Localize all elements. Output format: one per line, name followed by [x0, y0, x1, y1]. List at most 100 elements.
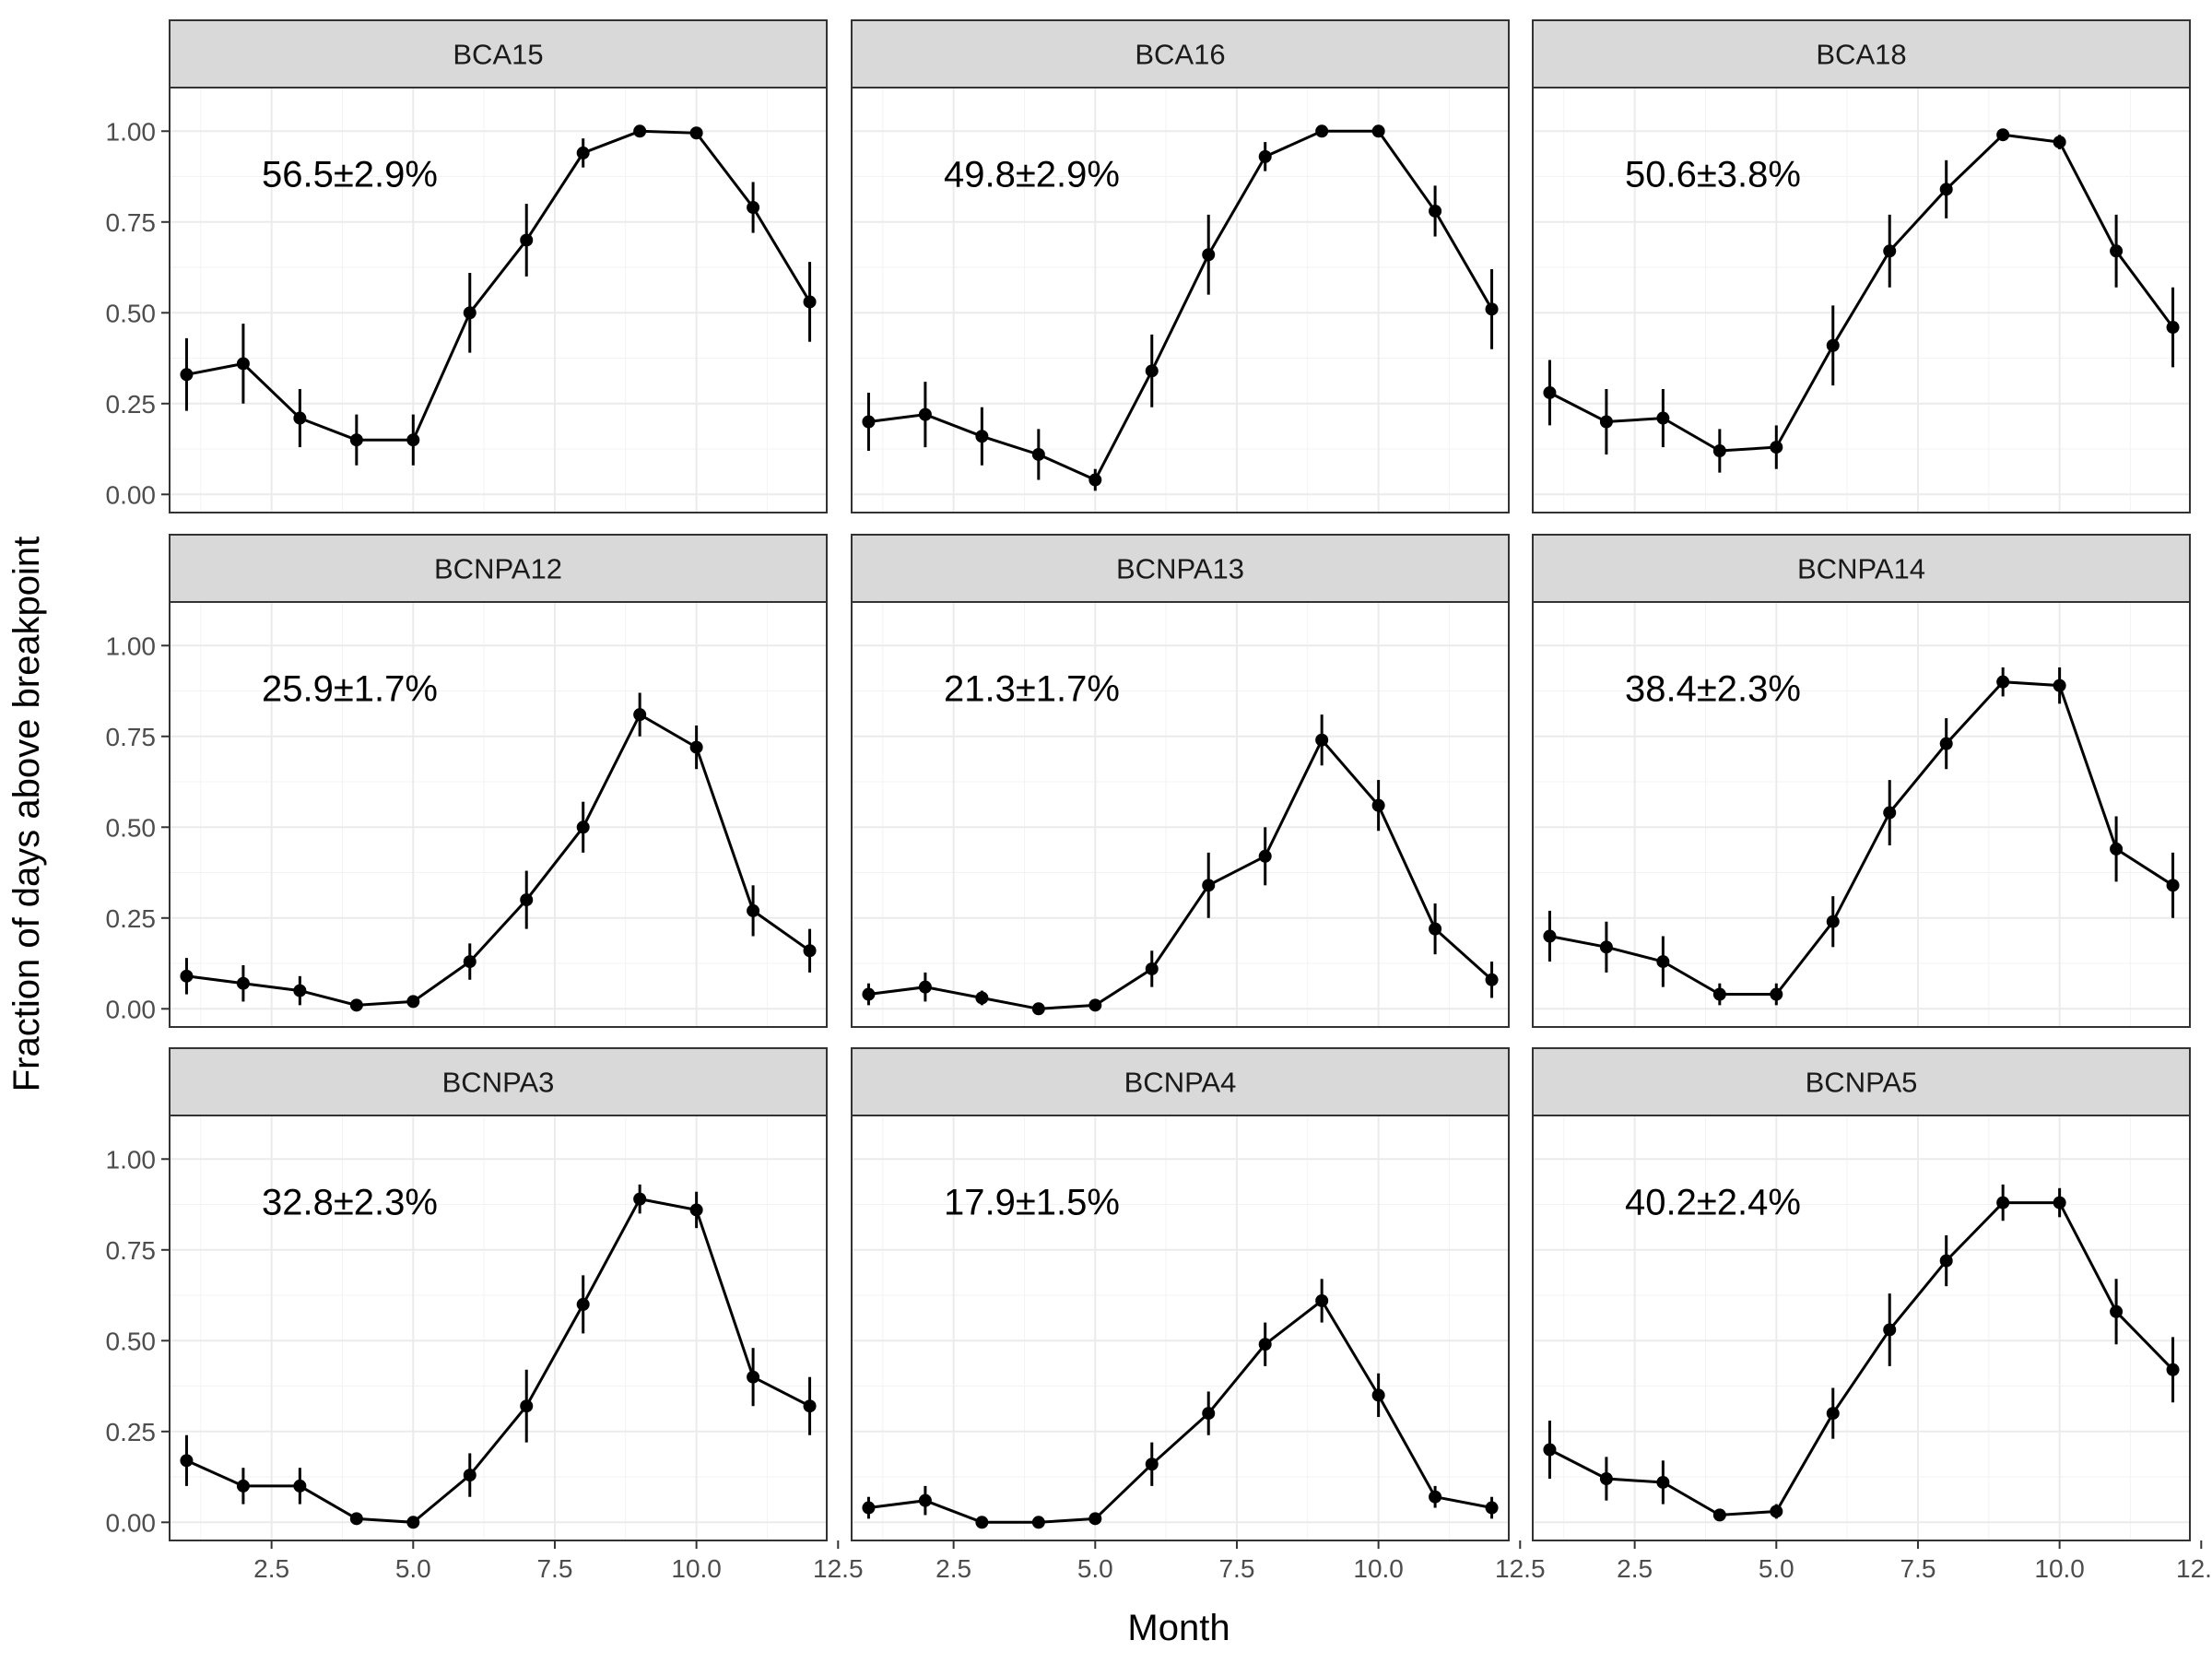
facet-panel: BCNPA5 40.2±2.4% 2.5 5.0 7.5 10.0 12.5: [1532, 1047, 2212, 1583]
data-point: [1599, 415, 1613, 429]
y-tick-label: 1.00: [106, 1145, 157, 1174]
panel-annotation: 50.6±3.8%: [1625, 154, 1801, 195]
data-point: [1826, 915, 1840, 928]
facet-panel: BCA16 49.8±2.9%: [851, 19, 1510, 513]
facet-strip: [1532, 534, 2191, 603]
y-tick-label: 0.00: [106, 480, 157, 509]
y-tick-label: 0.50: [106, 813, 157, 842]
facet-strip-label: BCNPA5: [1806, 1067, 1918, 1099]
facet-panel: BCNPA12 25.9±1.7% 0.00 0.25 0.50 0.75 1.00: [106, 534, 828, 1028]
data-point: [1371, 798, 1385, 812]
data-point: [803, 944, 817, 958]
plot-background: [852, 1115, 1509, 1540]
y-tick-label: 0.50: [106, 299, 157, 327]
x-tick-label: 7.5: [1218, 1554, 1254, 1583]
facet-strip: [1532, 19, 2191, 89]
data-point: [293, 984, 307, 997]
y-tick-label: 0.00: [106, 1508, 157, 1537]
data-point: [180, 368, 194, 382]
data-point: [1826, 1407, 1840, 1421]
data-point: [1202, 879, 1216, 892]
data-point: [1939, 1254, 1953, 1268]
data-point: [520, 893, 534, 907]
y-tick-label: 0.25: [106, 390, 157, 419]
data-point: [1145, 1457, 1159, 1471]
series-line: [1548, 1201, 2174, 1516]
data-point: [293, 411, 307, 425]
y-tick-label: 1.00: [106, 117, 157, 146]
data-point: [1485, 302, 1499, 316]
series-line: [1549, 680, 2174, 996]
facet-panel: BCNPA13 21.3±1.7%: [851, 534, 1510, 1028]
data-point: [1485, 973, 1499, 986]
data-point: [1258, 849, 1272, 863]
data-point: [576, 1297, 590, 1311]
data-point: [1712, 1508, 1726, 1522]
x-tick-label: 5.0: [1077, 1554, 1113, 1583]
data-point: [747, 1370, 760, 1384]
data-point: [633, 124, 647, 138]
data-point: [975, 1516, 989, 1529]
series-line: [868, 129, 1493, 482]
data-point: [1145, 364, 1159, 378]
facet-strip: [169, 534, 828, 603]
data-point: [406, 1516, 420, 1529]
data-point: [1315, 733, 1329, 747]
series-line: [186, 713, 811, 1007]
data-point: [1599, 1472, 1613, 1486]
panel-border: [169, 87, 828, 513]
data-point: [1712, 987, 1726, 1001]
x-tick-label: 10.0: [671, 1554, 722, 1583]
data-point: [747, 201, 760, 215]
facet-panel: BCA18 50.6±3.8%: [1532, 19, 2191, 513]
data-point: [1202, 1407, 1216, 1421]
data-point: [2053, 136, 2066, 149]
data-point: [1031, 447, 1045, 461]
facet-panel: BCNPA4 17.9±1.5% 2.5 5.0 7.5 10.0 12.5: [851, 1047, 1546, 1583]
data-point: [1599, 940, 1613, 954]
data-point: [862, 1501, 876, 1515]
data-point: [1315, 124, 1329, 138]
data-point: [862, 987, 876, 1001]
data-point: [1712, 444, 1726, 458]
data-point: [1543, 929, 1557, 943]
x-axis-title: Month: [1127, 1608, 1230, 1648]
data-point: [1429, 1490, 1442, 1504]
facet-strip: [169, 19, 828, 89]
data-point: [918, 1493, 932, 1507]
data-point: [236, 1479, 250, 1493]
data-point: [1770, 987, 1783, 1001]
facet-strip-label: BCNPA13: [1116, 553, 1244, 585]
plot-background: [170, 1115, 827, 1540]
panel-border: [169, 601, 828, 1028]
panel-annotation: 17.9±1.5%: [944, 1182, 1120, 1222]
data-point: [633, 708, 647, 722]
data-point: [1939, 737, 1953, 750]
data-point: [633, 1192, 647, 1206]
data-point: [2053, 679, 2066, 692]
series-line: [868, 1298, 1492, 1524]
data-point: [349, 1512, 363, 1526]
data-point: [576, 820, 590, 834]
panel-border: [1532, 1115, 2191, 1541]
data-point: [747, 903, 760, 917]
plot-background: [170, 602, 827, 1027]
x-tick-label: 2.5: [253, 1554, 289, 1583]
facet-panel: BCNPA14 38.4±2.3%: [1532, 534, 2191, 1028]
panel-border: [851, 87, 1510, 513]
series-line: [868, 738, 1493, 1010]
series-line: [186, 129, 811, 442]
data-point: [862, 415, 876, 429]
facet-strip-label: BCA15: [453, 39, 543, 71]
data-point: [918, 407, 932, 421]
facet-strip-label: BCA16: [1135, 39, 1225, 71]
data-point: [1258, 149, 1272, 163]
data-point: [1543, 385, 1557, 399]
facet-strip: [1532, 1047, 2191, 1116]
data-point: [1429, 922, 1442, 936]
data-point: [1088, 998, 1102, 1012]
x-tick-label: 5.0: [395, 1554, 431, 1583]
data-point: [2166, 1363, 2180, 1376]
data-point: [1883, 244, 1897, 258]
y-axis-title: Fraction of days above breakpoint: [6, 537, 47, 1092]
